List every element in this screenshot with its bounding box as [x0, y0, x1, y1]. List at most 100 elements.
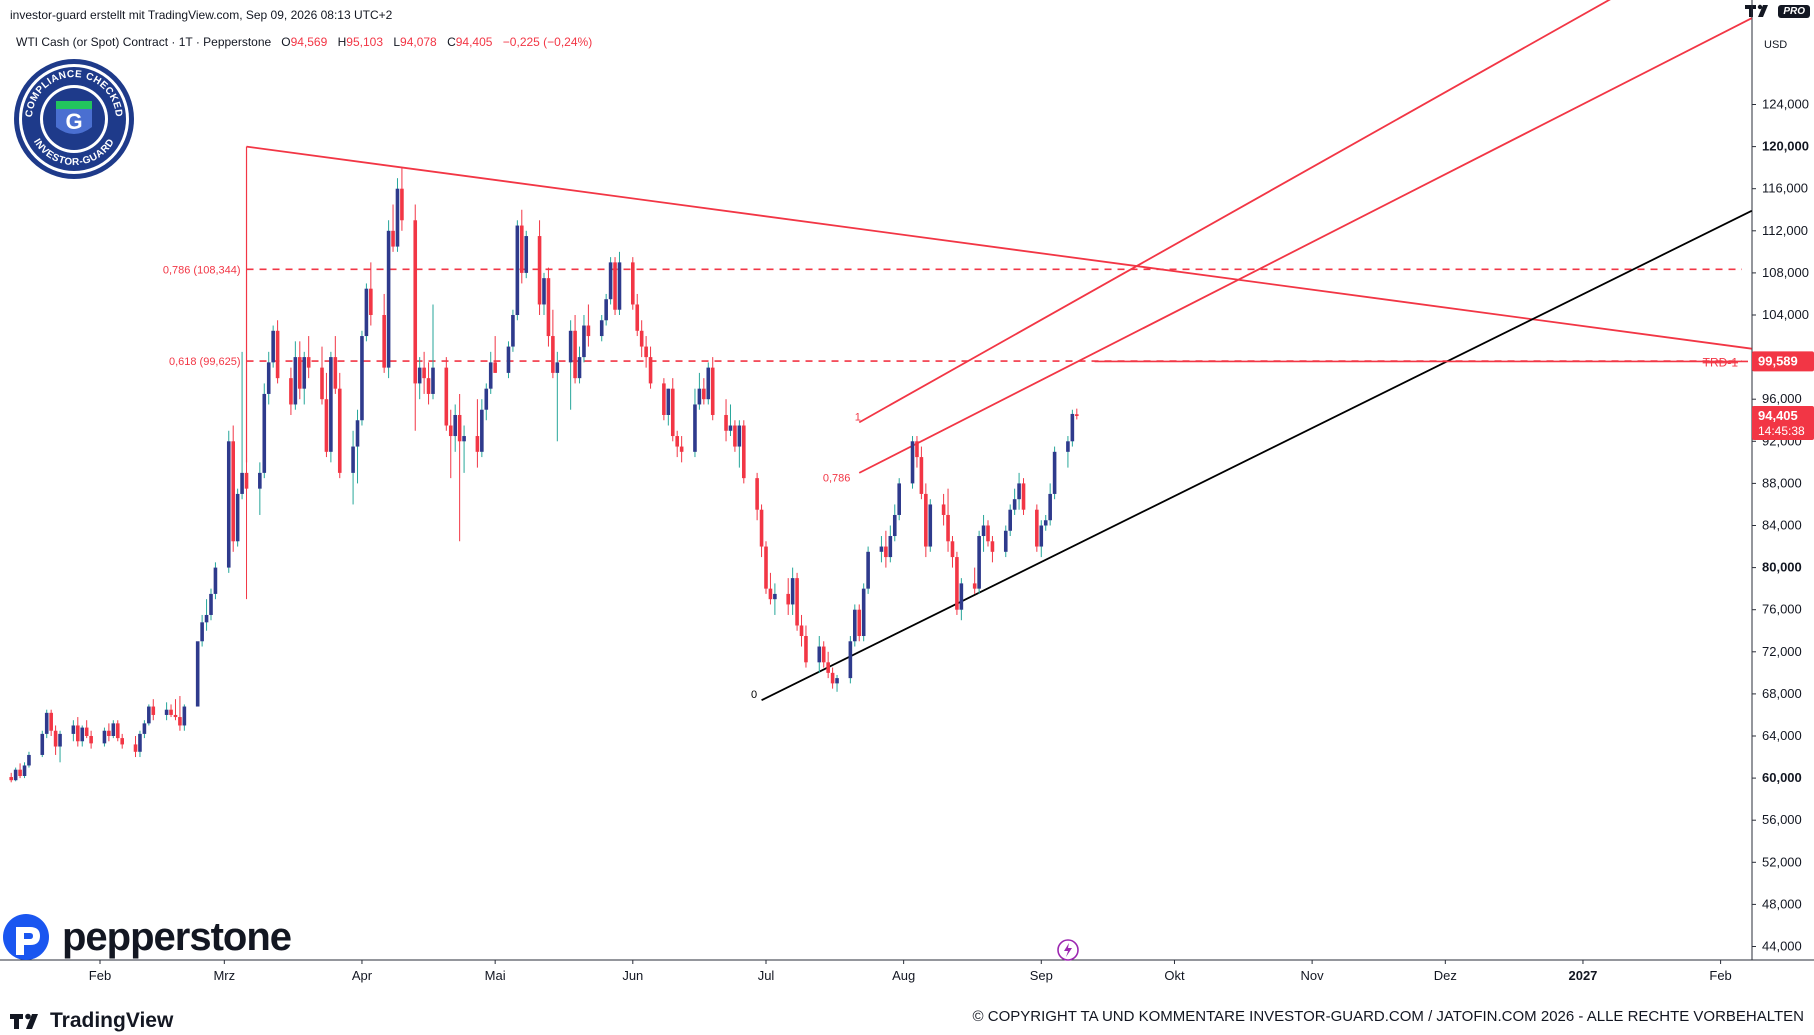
- price-tick-label: 96,000: [1762, 391, 1802, 406]
- candle-body: [675, 436, 679, 447]
- price-chart[interactable]: 0,786 (108,344) 0,618 (99,625) TRD-1 1 0,786…: [0, 0, 1814, 1000]
- time-axis[interactable]: Feb Mrz Apr Mai Jun Jul Aug Sep Okt Nov Dez 2027 Feb: [89, 960, 1732, 983]
- candle-body: [555, 362, 560, 373]
- candle-body: [53, 730, 58, 747]
- candle-body: [551, 336, 555, 373]
- drawing-layer[interactable]: 0,786 (108,344) 0,618 (99,625) TRD-1 1 0,786…: [163, 0, 1753, 702]
- candle-body: [1012, 499, 1017, 510]
- candle-body: [511, 315, 515, 347]
- candle-body: [1039, 525, 1044, 547]
- candle-body: [524, 236, 529, 273]
- candle-body: [9, 777, 13, 781]
- candle-body: [520, 225, 524, 273]
- candle-body: [213, 567, 218, 594]
- candle-body: [981, 525, 986, 537]
- candle-body: [848, 641, 853, 679]
- fib-channel-label: 0,786: [823, 472, 851, 484]
- candle-body: [755, 478, 759, 510]
- candle-body: [910, 441, 915, 484]
- candle-body: [950, 541, 955, 558]
- candle-body: [1021, 483, 1026, 510]
- candle-body: [431, 367, 435, 394]
- candle-body: [115, 723, 120, 739]
- candle-body: [391, 230, 395, 247]
- fib-channel-label: 0: [751, 689, 757, 701]
- candle-body: [329, 357, 333, 452]
- low-label: L: [393, 35, 401, 49]
- candle-body: [18, 769, 22, 776]
- price-tick-label: 112,000: [1762, 223, 1808, 238]
- candle-body: [821, 646, 826, 663]
- price-tick-label: 88,000: [1762, 475, 1802, 490]
- trendline[interactable]: [858, 0, 1685, 424]
- trendline[interactable]: [761, 209, 1753, 702]
- candle-body: [120, 738, 124, 745]
- candle-body: [369, 288, 373, 315]
- candle-body: [84, 727, 89, 736]
- candle-body: [169, 709, 173, 715]
- candle-body: [244, 472, 249, 489]
- current-price-tag[interactable]: [1752, 351, 1814, 372]
- pro-badge: PRO: [1778, 4, 1810, 18]
- price-tick-label: 108,000: [1762, 265, 1809, 280]
- candle-body: [417, 367, 422, 384]
- candle-body: [258, 472, 262, 489]
- candle-body: [835, 678, 839, 684]
- countdown-timer: 14:45:38: [1758, 424, 1805, 438]
- candle-body: [173, 714, 178, 718]
- trendline[interactable]: [246, 145, 1752, 350]
- candle-body: [49, 712, 53, 731]
- candle-body: [209, 593, 213, 615]
- candle-body: [662, 383, 666, 415]
- candle-body: [240, 472, 244, 494]
- candle-body: [670, 388, 675, 437]
- pepperstone-logo: pepperstone: [0, 913, 292, 961]
- candle-body: [444, 367, 449, 426]
- price-tick-label: 116,000: [1762, 181, 1808, 196]
- candle-body: [138, 733, 142, 752]
- candle-body: [702, 388, 706, 400]
- tradingview-brand[interactable]: TradingView: [10, 1009, 173, 1033]
- candle-body: [639, 330, 644, 347]
- candle-body: [324, 399, 329, 452]
- candle-body: [351, 446, 355, 473]
- candle-body: [364, 288, 369, 337]
- candle-body: [293, 357, 298, 405]
- current-price-tag[interactable]: [1752, 405, 1814, 440]
- tradingview-pro-logo[interactable]: PRO: [1745, 4, 1810, 18]
- price-axis[interactable]: 44,000 48,000 52,000 56,000 60,000 64,000 68,0…: [1752, 97, 1814, 954]
- time-tick-label: Jul: [758, 968, 775, 983]
- candle-body: [826, 662, 830, 673]
- symbol-legend[interactable]: WTI Cash (or Spot) Contract · 1T · Peppe…: [16, 35, 599, 49]
- candle-body: [573, 330, 577, 379]
- candle-body: [972, 583, 977, 589]
- price-tick-label: 72,000: [1762, 644, 1802, 659]
- candle-body: [102, 730, 107, 744]
- candle-body: [133, 744, 138, 752]
- candle-body: [27, 754, 31, 766]
- candle-body: [915, 441, 919, 458]
- candle-body: [262, 393, 267, 473]
- candle-body: [853, 609, 857, 642]
- time-tick-label: Feb: [1709, 968, 1731, 983]
- candle-body: [977, 536, 981, 589]
- candle-body: [648, 357, 653, 384]
- candle-body: [804, 636, 808, 663]
- trendline[interactable]: [858, 17, 1753, 474]
- candle-body: [1066, 441, 1070, 452]
- tradingview-icon: [10, 1013, 38, 1029]
- candle-body: [568, 330, 573, 363]
- candle-body: [111, 723, 116, 736]
- candle-body: [142, 723, 147, 734]
- currency-label[interactable]: USD: [1764, 39, 1788, 51]
- candle-body: [400, 188, 404, 221]
- low-value: 94,078: [400, 35, 437, 49]
- compliance-badge: COMPLIANCE CHECKED INVESTOR-GUARD G: [12, 57, 136, 186]
- candle-body: [679, 446, 684, 452]
- candle-body: [1075, 414, 1079, 416]
- high-value: 95,103: [346, 35, 383, 49]
- candle-body: [426, 378, 431, 394]
- symbol-name: WTI Cash (or Spot) Contract · 1T · Peppe…: [16, 35, 272, 49]
- events-marker[interactable]: [1054, 936, 1082, 969]
- candle-body: [990, 541, 995, 552]
